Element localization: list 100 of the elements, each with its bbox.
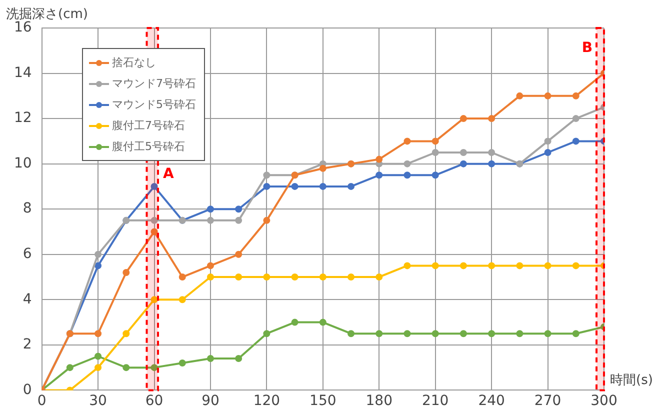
x-tick-label: 210 xyxy=(422,393,449,410)
point xyxy=(348,182,355,190)
point xyxy=(178,360,186,367)
point xyxy=(572,138,580,145)
y-tick-label: 16 xyxy=(14,20,32,36)
point xyxy=(319,318,326,326)
y-tick-label: 10 xyxy=(14,155,32,172)
point xyxy=(319,164,326,172)
x-tick-label: 0 xyxy=(37,393,46,410)
point xyxy=(572,262,580,270)
point xyxy=(94,262,102,270)
point xyxy=(66,364,74,372)
point xyxy=(235,216,242,224)
legend-label: 腹付工7号砕石 xyxy=(112,118,185,133)
point xyxy=(178,274,186,281)
point xyxy=(544,262,552,270)
point xyxy=(432,138,439,145)
point xyxy=(263,330,270,338)
point xyxy=(348,274,355,281)
point xyxy=(432,172,439,179)
y-tick-label: 0 xyxy=(22,382,32,398)
point xyxy=(263,274,270,281)
point xyxy=(404,138,411,145)
point xyxy=(291,318,298,326)
point xyxy=(432,149,439,156)
point xyxy=(544,330,552,338)
legend-label: 腹付工5号砕石 xyxy=(112,139,185,154)
point xyxy=(319,274,326,281)
point xyxy=(460,149,467,156)
point xyxy=(206,355,214,362)
x-tick-label: 30 xyxy=(89,393,107,410)
point xyxy=(432,262,439,270)
point xyxy=(376,156,383,163)
point xyxy=(235,274,242,281)
point xyxy=(516,262,524,270)
point xyxy=(150,182,158,190)
point xyxy=(319,182,326,190)
point xyxy=(122,330,130,338)
point xyxy=(94,250,102,258)
band-label: A xyxy=(163,166,174,182)
point xyxy=(404,262,411,270)
point xyxy=(572,330,580,338)
point xyxy=(460,262,467,270)
point xyxy=(544,149,552,156)
point xyxy=(263,216,270,224)
point xyxy=(206,216,214,224)
point xyxy=(432,330,439,338)
point xyxy=(94,364,102,372)
point xyxy=(460,330,467,338)
point xyxy=(94,352,102,360)
x-axis-title: 時間(s) xyxy=(610,373,653,388)
point xyxy=(488,160,496,168)
point xyxy=(488,115,496,122)
point xyxy=(572,115,580,122)
point xyxy=(544,92,552,100)
point xyxy=(235,355,242,362)
point xyxy=(206,274,214,281)
point xyxy=(94,330,102,338)
point xyxy=(122,268,130,276)
point xyxy=(460,160,467,168)
point xyxy=(178,296,186,304)
point xyxy=(376,274,383,281)
point xyxy=(206,262,214,270)
point xyxy=(488,330,496,338)
point xyxy=(235,206,242,213)
point xyxy=(235,250,242,258)
point xyxy=(516,330,524,338)
point xyxy=(263,172,270,179)
point xyxy=(572,92,580,100)
y-tick-label: 6 xyxy=(22,246,32,262)
point xyxy=(460,115,467,122)
x-tick-label: 120 xyxy=(253,393,280,410)
point xyxy=(263,182,270,190)
point xyxy=(150,216,158,224)
point xyxy=(516,92,524,100)
point xyxy=(122,364,130,372)
x-tick-label: 270 xyxy=(534,393,562,410)
point xyxy=(488,149,496,156)
point xyxy=(291,182,298,190)
point xyxy=(150,364,158,372)
point xyxy=(404,172,411,179)
x-tick-label: 150 xyxy=(310,393,336,410)
y-tick-label: 12 xyxy=(14,110,32,126)
x-tick-label: 300 xyxy=(590,393,618,410)
point xyxy=(404,330,411,338)
point xyxy=(376,330,383,338)
legend-label: マウンド7号砕石 xyxy=(112,76,196,91)
y-tick-label: 2 xyxy=(22,336,32,353)
y-tick-label: 8 xyxy=(22,200,32,217)
point xyxy=(150,296,158,304)
x-tick-label: 240 xyxy=(478,393,505,410)
band-label: B xyxy=(582,40,593,56)
point xyxy=(488,262,496,270)
y-tick-label: 4 xyxy=(22,291,32,308)
y-tick-label: 14 xyxy=(14,64,32,81)
x-tick-label: 180 xyxy=(366,393,392,410)
point xyxy=(206,206,214,213)
point xyxy=(291,274,298,281)
point xyxy=(376,172,383,179)
point xyxy=(150,228,158,236)
